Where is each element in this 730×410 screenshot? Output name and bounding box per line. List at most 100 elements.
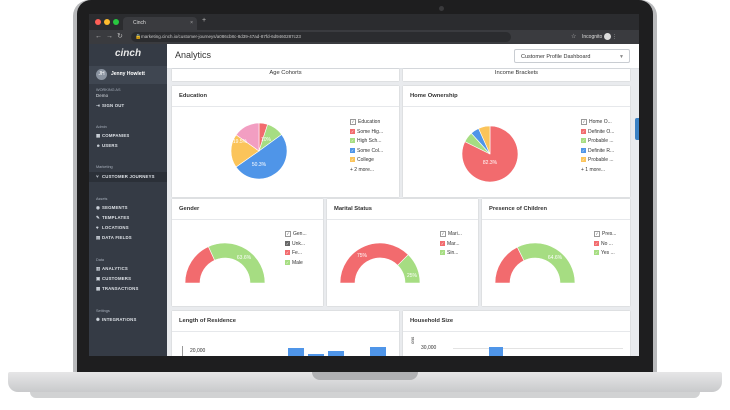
incognito-indicator[interactable]: Incognito ⋮ xyxy=(582,33,618,41)
legend-item[interactable]: ✓ Unk... xyxy=(285,240,307,250)
marital-gauge-chart: 75% 25% xyxy=(339,242,421,284)
pie-slice[interactable] xyxy=(235,134,288,180)
children-card: Presence of Children 64.6% ✓ Pres... ✓ No … xyxy=(482,199,630,306)
legend-label: Yes ... xyxy=(601,250,615,256)
new-tab-button[interactable]: + xyxy=(202,17,207,24)
user-profile[interactable]: JH Jenny Howlett xyxy=(89,66,167,84)
legend-item[interactable]: ✓ Definite R... xyxy=(581,147,614,157)
gauge-segment[interactable] xyxy=(184,246,216,284)
bar xyxy=(328,351,344,356)
user-name: Jenny Howlett xyxy=(111,71,145,77)
legend-more[interactable]: + 2 more... xyxy=(350,166,375,173)
legend-header[interactable]: ✓ Education xyxy=(350,118,383,128)
check-icon: ✓ xyxy=(581,128,586,134)
legend-item[interactable]: ✓ Mar... xyxy=(440,240,462,250)
bar xyxy=(288,348,304,356)
legend-header[interactable]: ✓ Gen... xyxy=(285,230,307,240)
sidebar-item-data-fields[interactable]: ▤ DATA FIELDS xyxy=(96,235,132,241)
section-admin: Admin xyxy=(96,125,107,129)
sidebar-item-templates[interactable]: ✎ TEMPLATES xyxy=(96,215,130,221)
laptop-base xyxy=(8,372,722,392)
sidebar-item-analytics[interactable]: ▥ ANALYTICS xyxy=(96,266,128,272)
legend-item[interactable]: ✓ Yes ... xyxy=(594,249,616,259)
active-item-highlight xyxy=(89,172,167,182)
minimize-window-button[interactable] xyxy=(104,19,110,25)
card-title: Income Brackets xyxy=(494,70,539,76)
sidebar-item-customer-journeys[interactable]: ⑂ CUSTOMER JOURNEYS xyxy=(96,174,155,179)
gauge-segment[interactable] xyxy=(339,242,409,284)
legend-header[interactable]: ✓ Mari... xyxy=(440,230,462,240)
length-of-residence-card: Length of Residence 20,000 xyxy=(172,311,399,356)
legend-item[interactable]: ✓ College xyxy=(350,156,383,166)
legend-label: Home O... xyxy=(589,119,612,125)
legend-item[interactable]: ✓ Some Col... xyxy=(350,147,383,157)
cinch-logo[interactable]: cinch xyxy=(114,48,142,59)
legend-item[interactable]: ✓ Probable ... xyxy=(581,137,614,147)
legend-item[interactable]: ✓ Definite O... xyxy=(581,128,614,138)
household-size-card: Household Size ons 30,000 xyxy=(403,311,630,356)
gauge-segment[interactable] xyxy=(208,242,266,284)
legend-item[interactable]: ✓ Some Hig... xyxy=(350,128,383,138)
y-tick-label: 20,000 xyxy=(190,348,206,354)
legend-label: High Sch... xyxy=(357,138,382,144)
gauge-segment[interactable] xyxy=(397,254,421,284)
legend-item[interactable]: ✓ High Sch... xyxy=(350,137,383,147)
legend-header[interactable]: ✓ Home O... xyxy=(581,118,614,128)
legend-item[interactable]: ✓ Fe... xyxy=(285,249,307,259)
gauge-segment[interactable] xyxy=(494,246,525,284)
gender-card: Gender 63.6% ✓ Gen... ✓ Unk... ✓ Fe... ✓ Mal… xyxy=(172,199,323,306)
scroll-handle[interactable] xyxy=(635,118,639,140)
legend-item[interactable]: ✓ No ... xyxy=(594,240,616,250)
legend-label: College xyxy=(357,157,374,163)
legend-item[interactable]: ✓ Probable ... xyxy=(581,156,614,166)
avatar: JH xyxy=(96,69,107,80)
sidebar-item-integrations[interactable]: ✺ INTEGRATIONS xyxy=(96,317,137,323)
gauge-label: 64.6% xyxy=(548,255,563,261)
check-icon: ✓ xyxy=(594,240,599,246)
legend-more[interactable]: + 1 more... xyxy=(581,166,606,173)
section-settings: Settings xyxy=(96,309,110,313)
age-cohorts-card: Age Cohorts xyxy=(172,69,399,81)
marital-status-card: Marital Status 75% 25% ✓ Mari... ✓ Mar... ✓… xyxy=(327,199,478,306)
legend-item[interactable]: ✓ Sin... xyxy=(440,249,462,259)
reload-icon[interactable]: ↻ xyxy=(117,33,123,40)
card-divider xyxy=(327,219,478,220)
back-icon[interactable]: ← xyxy=(95,33,102,40)
sidebar-item-label: CUSTOMERS xyxy=(102,276,132,281)
legend-label: Some Hig... xyxy=(357,128,384,135)
education-pie-chart: 19.5% 10% 50.3% xyxy=(230,122,288,180)
sidebar-item-label: COMPANIES xyxy=(102,133,130,138)
children-legend: ✓ Pres... ✓ No ... ✓ Yes ... xyxy=(594,230,616,259)
bar xyxy=(489,347,503,356)
check-icon: ✓ xyxy=(285,259,290,265)
maximize-window-button[interactable] xyxy=(113,19,119,25)
sidebar-item-label: CUSTOMER JOURNEYS xyxy=(102,174,155,179)
address-bar[interactable]: 🔒 marketing.cinch.io/customer-journeys/a… xyxy=(131,32,511,42)
browser-tab[interactable]: Cinch × xyxy=(123,17,197,30)
bookmark-star-icon[interactable]: ☆ xyxy=(571,34,577,40)
sidebar-item-companies[interactable]: ▦ COMPANIES xyxy=(96,133,130,139)
bar xyxy=(308,354,324,356)
legend-item[interactable]: ✓ Male xyxy=(285,259,307,269)
close-tab-icon[interactable]: × xyxy=(190,20,193,26)
customers-icon: ▣ xyxy=(96,276,101,281)
sidebar-item-users[interactable]: ☻USERS xyxy=(96,143,118,148)
pie-slice[interactable] xyxy=(235,122,260,152)
legend-label: Sin... xyxy=(447,250,459,256)
legend-label: Definite R... xyxy=(588,147,615,154)
sidebar-item-locations[interactable]: ⌖ LOCATIONS xyxy=(96,225,129,230)
sidebar-item-segments[interactable]: ◉ SEGMENTS xyxy=(96,205,128,211)
legend-label: Fe... xyxy=(292,250,303,256)
sign-out-link[interactable]: ⇥ SIGN OUT xyxy=(96,103,124,109)
pie-slice[interactable] xyxy=(478,125,491,155)
close-window-button[interactable] xyxy=(95,19,101,25)
legend-header[interactable]: ✓ Pres... xyxy=(594,230,616,240)
tab-title: Cinch xyxy=(133,20,146,26)
sidebar-item-transactions[interactable]: ▦ TRANSACTIONS xyxy=(96,286,139,292)
check-icon: ✓ xyxy=(350,157,355,163)
sidebar-item-customers[interactable]: ▣ CUSTOMERS xyxy=(96,276,131,282)
gauge-segment[interactable] xyxy=(516,242,576,284)
card-divider xyxy=(403,106,630,107)
forward-icon[interactable]: → xyxy=(106,33,113,40)
dashboard-select[interactable]: Customer Profile Dashboard ▼ xyxy=(514,49,630,63)
